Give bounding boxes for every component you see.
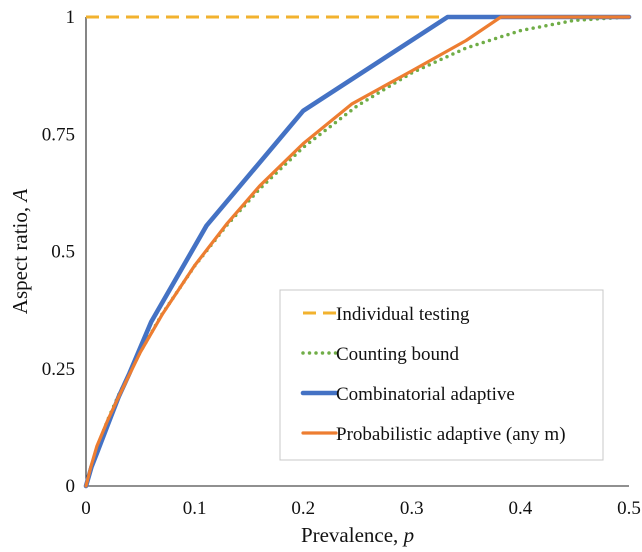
x-tick-label: 0.1 [183, 498, 207, 519]
y-tick-label: 0 [66, 476, 76, 497]
legend-label: Probabilistic adaptive (any m) [336, 424, 566, 445]
legend-items: Individual testing Counting bound Combinat… [300, 304, 566, 445]
x-axis-title: Prevalence, p [301, 523, 414, 547]
series-layer [83, 14, 632, 489]
x-axis-ticks: 0 0.1 0.2 0.3 0.4 0.5 [81, 498, 641, 519]
y-axis-title-variable: A [8, 189, 32, 204]
y-tick-label: 0.5 [51, 242, 75, 263]
y-tick-label: 1 [66, 7, 76, 28]
y-axis-title: Aspect ratio, A [8, 189, 32, 315]
y-axis-ticks: 0 0.25 0.5 0.75 1 [42, 7, 75, 497]
x-tick-label: 0.5 [617, 498, 641, 519]
plot-area [85, 17, 629, 487]
legend-label: Counting bound [336, 344, 459, 365]
x-tick-label: 0.4 [509, 498, 533, 519]
y-tick-label: 0.75 [42, 124, 75, 145]
y-tick-label: 0.25 [42, 359, 75, 380]
series-line-probabilistic-adaptive-any-m [84, 15, 631, 488]
x-axis-title-variable: p [402, 523, 415, 547]
legend-label: Individual testing [336, 304, 470, 325]
legend-label: Combinatorial adaptive [336, 384, 515, 405]
y-axis-title-text: Aspect ratio, [8, 202, 32, 315]
legend: Individual testing Counting bound Combinat… [279, 289, 604, 461]
x-tick-label: 0 [81, 498, 91, 519]
x-axis-title-text: Prevalence, [301, 523, 404, 547]
x-tick-label: 0.3 [400, 498, 424, 519]
x-tick-label: 0.2 [291, 498, 315, 519]
